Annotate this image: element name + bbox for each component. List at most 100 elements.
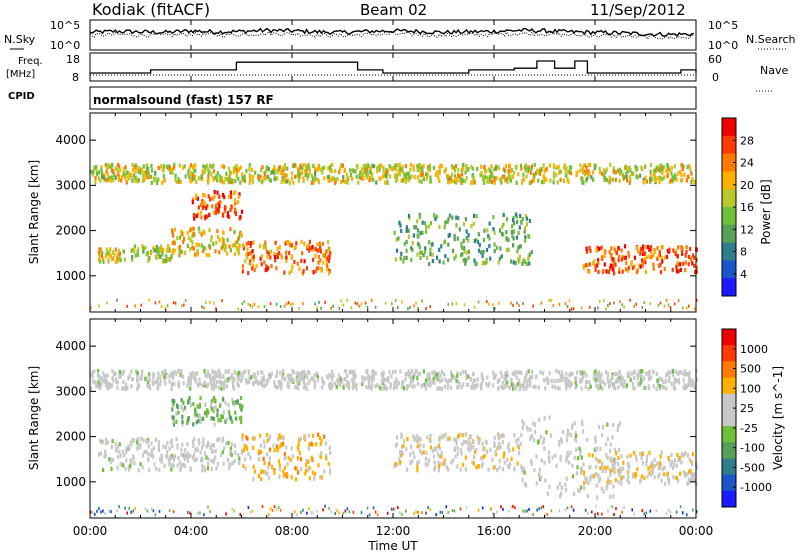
data-cell bbox=[160, 244, 163, 249]
data-cell bbox=[509, 169, 512, 174]
data-cell bbox=[429, 252, 432, 257]
data-cell bbox=[506, 176, 509, 181]
data-cell bbox=[321, 385, 324, 390]
data-cell bbox=[547, 450, 550, 455]
y-tick-label: 2000 bbox=[55, 430, 86, 444]
data-cell bbox=[428, 240, 431, 245]
data-cell bbox=[329, 450, 332, 455]
data-cell bbox=[673, 458, 677, 463]
data-cell bbox=[656, 461, 659, 466]
data-cell bbox=[328, 255, 331, 260]
data-cell bbox=[206, 408, 209, 413]
data-cell bbox=[210, 381, 213, 386]
data-cell bbox=[374, 371, 377, 376]
data-cell bbox=[220, 380, 223, 385]
data-cell bbox=[171, 240, 174, 245]
data-cell bbox=[284, 465, 287, 470]
data-cell bbox=[583, 169, 586, 174]
data-cell bbox=[213, 380, 216, 385]
data-cell bbox=[268, 373, 271, 378]
data-cell bbox=[668, 247, 671, 252]
data-cell bbox=[581, 370, 584, 375]
data-cell bbox=[346, 176, 349, 181]
data-cell bbox=[163, 164, 166, 169]
scatter-cell bbox=[463, 303, 466, 307]
scatter-cell bbox=[542, 505, 545, 509]
data-cell bbox=[666, 248, 669, 254]
scatter-cell bbox=[540, 301, 543, 305]
data-cell bbox=[252, 381, 255, 387]
data-cell bbox=[400, 432, 403, 437]
scatter-cell bbox=[417, 510, 419, 514]
data-cell bbox=[443, 460, 446, 465]
data-cell bbox=[115, 259, 118, 264]
data-cell bbox=[397, 381, 400, 386]
scatter-cell bbox=[203, 513, 205, 517]
data-cell bbox=[659, 466, 662, 471]
data-cell bbox=[548, 484, 551, 489]
scatter-cell bbox=[215, 307, 217, 311]
scatter-cell bbox=[568, 299, 571, 303]
data-cell bbox=[618, 421, 621, 426]
data-cell bbox=[110, 457, 113, 462]
data-cell bbox=[368, 169, 371, 174]
data-cell bbox=[346, 180, 349, 185]
data-cell bbox=[639, 251, 642, 256]
scatter-cell bbox=[413, 304, 415, 308]
data-cell bbox=[607, 180, 611, 185]
scatter-cell bbox=[546, 513, 549, 516]
data-cell bbox=[119, 462, 122, 467]
data-cell bbox=[416, 461, 419, 466]
data-cell bbox=[320, 438, 323, 443]
data-cell bbox=[372, 369, 375, 374]
data-cell bbox=[617, 468, 620, 473]
data-cell bbox=[115, 377, 118, 382]
data-cell bbox=[317, 432, 320, 437]
data-cell bbox=[509, 461, 512, 467]
data-cell bbox=[609, 162, 612, 167]
scatter-cell bbox=[694, 307, 696, 311]
data-cell bbox=[227, 377, 230, 382]
data-cell bbox=[397, 170, 400, 175]
data-cell bbox=[164, 368, 167, 374]
data-cell bbox=[454, 167, 457, 172]
data-cell bbox=[378, 167, 381, 172]
data-cell bbox=[688, 457, 691, 462]
data-cell bbox=[122, 369, 125, 374]
data-cell bbox=[401, 169, 404, 174]
data-cell bbox=[462, 369, 465, 374]
data-cell bbox=[636, 175, 639, 180]
data-cell bbox=[455, 438, 458, 443]
data-cell bbox=[575, 471, 578, 476]
scatter-cell bbox=[692, 508, 694, 512]
data-cell bbox=[682, 261, 685, 266]
data-cell bbox=[235, 163, 238, 168]
scatter-cell bbox=[621, 303, 623, 307]
scatter-cell bbox=[237, 307, 240, 311]
data-cell bbox=[585, 373, 588, 378]
data-cell bbox=[327, 383, 331, 388]
data-cell bbox=[249, 174, 252, 179]
scatter-cell bbox=[681, 306, 684, 310]
data-cell bbox=[308, 248, 311, 253]
data-cell bbox=[470, 385, 473, 390]
data-cell bbox=[421, 172, 424, 177]
data-cell bbox=[297, 170, 300, 175]
data-cell bbox=[559, 457, 562, 462]
data-cell bbox=[506, 180, 509, 185]
data-cell bbox=[451, 166, 454, 171]
data-cell bbox=[207, 442, 210, 447]
data-cell bbox=[181, 422, 184, 427]
data-cell bbox=[281, 255, 284, 260]
data-cell bbox=[532, 178, 536, 183]
scatter-cell bbox=[603, 299, 605, 303]
data-cell bbox=[463, 249, 466, 254]
data-cell bbox=[617, 254, 620, 259]
data-cell bbox=[320, 168, 323, 173]
data-cell bbox=[202, 437, 205, 442]
data-cell bbox=[222, 374, 225, 379]
data-cell bbox=[311, 433, 314, 438]
colorbar-tick-label: -500 bbox=[740, 461, 765, 474]
data-cell bbox=[689, 257, 692, 262]
data-cell bbox=[166, 256, 169, 262]
